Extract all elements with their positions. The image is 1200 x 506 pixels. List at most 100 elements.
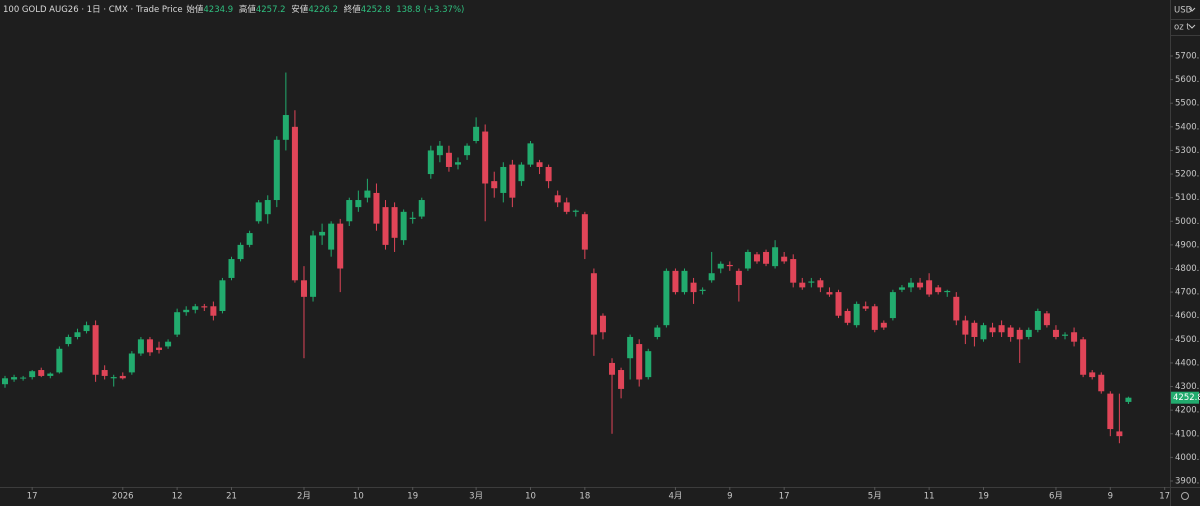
candle-body: [500, 166, 507, 193]
x-tick-label: 9: [727, 492, 732, 502]
x-tick-label: 18: [579, 492, 590, 502]
candle-body: [319, 231, 326, 236]
candle-body: [717, 263, 724, 269]
y-tick-label: 4300.0: [1175, 382, 1200, 392]
candle-body: [1034, 311, 1041, 330]
x-tick-label: 6月: [1049, 492, 1063, 502]
y-tick-label: 5100.0: [1175, 193, 1200, 203]
candle-body: [735, 270, 742, 286]
candle-body: [1080, 339, 1087, 375]
candle-body: [38, 370, 45, 376]
candle-body: [898, 287, 905, 290]
candle-body: [1062, 334, 1069, 336]
candle-body: [554, 195, 561, 203]
candle-body: [980, 325, 987, 340]
candle-body: [926, 280, 933, 295]
candle-body: [391, 207, 398, 238]
candle-body: [763, 251, 770, 264]
candle-body: [409, 217, 416, 219]
candle-body: [908, 282, 914, 288]
ohlc-value: 4252.8: [360, 5, 391, 15]
candle-body: [74, 332, 81, 337]
candle-body: [373, 192, 380, 224]
unit-selector[interactable]: oz t: [1174, 23, 1190, 33]
candle-body: [953, 296, 960, 321]
x-tick-label: 19: [407, 492, 418, 502]
settings-icon[interactable]: [1181, 492, 1189, 500]
candle-body: [509, 164, 516, 198]
candle-body: [545, 166, 552, 182]
candle-body: [844, 311, 851, 323]
chevron: [1188, 7, 1196, 12]
candle-body: [1016, 329, 1023, 340]
candle-body: [219, 280, 226, 311]
candle-body: [799, 282, 806, 288]
candle-body: [92, 325, 99, 375]
candle-body: [201, 306, 208, 308]
candle-body: [156, 347, 163, 350]
candle-body: [228, 259, 235, 278]
y-tick-label: 5600.0: [1175, 75, 1200, 85]
x-tick-label: 3月: [469, 492, 483, 502]
candle-body: [527, 143, 534, 165]
candle-body: [699, 289, 706, 291]
candle-body: [772, 247, 779, 267]
candle-body: [572, 210, 579, 212]
change: 138.8: [396, 5, 421, 15]
candle-body: [862, 306, 869, 309]
x-tick-label: 12: [172, 492, 183, 502]
ohlc-label: 始値: [186, 5, 204, 15]
x-tick-label: 2026: [112, 492, 134, 502]
chevron: [1188, 24, 1196, 29]
candle-body: [337, 223, 344, 269]
candle-body: [944, 290, 951, 293]
candle-body: [826, 292, 833, 295]
candle-body: [110, 377, 117, 379]
candle-body: [1116, 431, 1123, 437]
candle-body: [672, 270, 679, 293]
candle-body: [590, 273, 597, 335]
candle-body: [210, 306, 217, 316]
candle-body: [690, 282, 697, 293]
candle-body: [1007, 327, 1014, 337]
candle-body: [491, 181, 498, 189]
candle-body: [645, 351, 652, 378]
candle-body: [708, 273, 715, 281]
candle-body: [1025, 329, 1032, 337]
ohlc-label: 高値: [238, 5, 256, 15]
candle-body: [101, 370, 108, 376]
candle-body: [2, 378, 8, 385]
currency-selector[interactable]: USD: [1174, 6, 1193, 16]
y-tick-label: 5700.0: [1175, 52, 1200, 62]
candle-body: [264, 200, 271, 215]
candle-body: [1098, 374, 1105, 392]
candle-body: [137, 339, 144, 354]
ohlc-label: 終値: [343, 5, 361, 15]
candle-body: [889, 292, 896, 319]
candle-body: [400, 211, 407, 241]
candle-body: [165, 341, 172, 347]
instrument-title: 100 GOLD AUG26 · 1日 · CMX · Trade Price: [3, 5, 183, 15]
candle-body: [128, 353, 135, 373]
candle-body: [781, 256, 788, 262]
x-tick-label: 17: [27, 492, 38, 502]
candle-body: [998, 325, 1005, 333]
x-tick-label: 2月: [297, 492, 311, 502]
x-tick-label: 17: [779, 492, 790, 502]
candle-body: [536, 162, 543, 167]
candle-body: [183, 309, 190, 313]
x-tick-label: 4月: [668, 492, 682, 502]
candle-body: [355, 200, 362, 208]
candle-body: [445, 152, 452, 167]
candle-body: [464, 145, 471, 156]
candle-body: [346, 200, 353, 222]
candle-body: [418, 200, 425, 217]
candle-body: [56, 348, 63, 373]
ohlc-value: 4226.2: [308, 5, 339, 15]
candle-body: [291, 126, 298, 281]
y-tick-label: 4900.0: [1175, 240, 1200, 250]
candle-body: [174, 312, 181, 335]
y-tick-label: 4000.0: [1175, 453, 1200, 463]
